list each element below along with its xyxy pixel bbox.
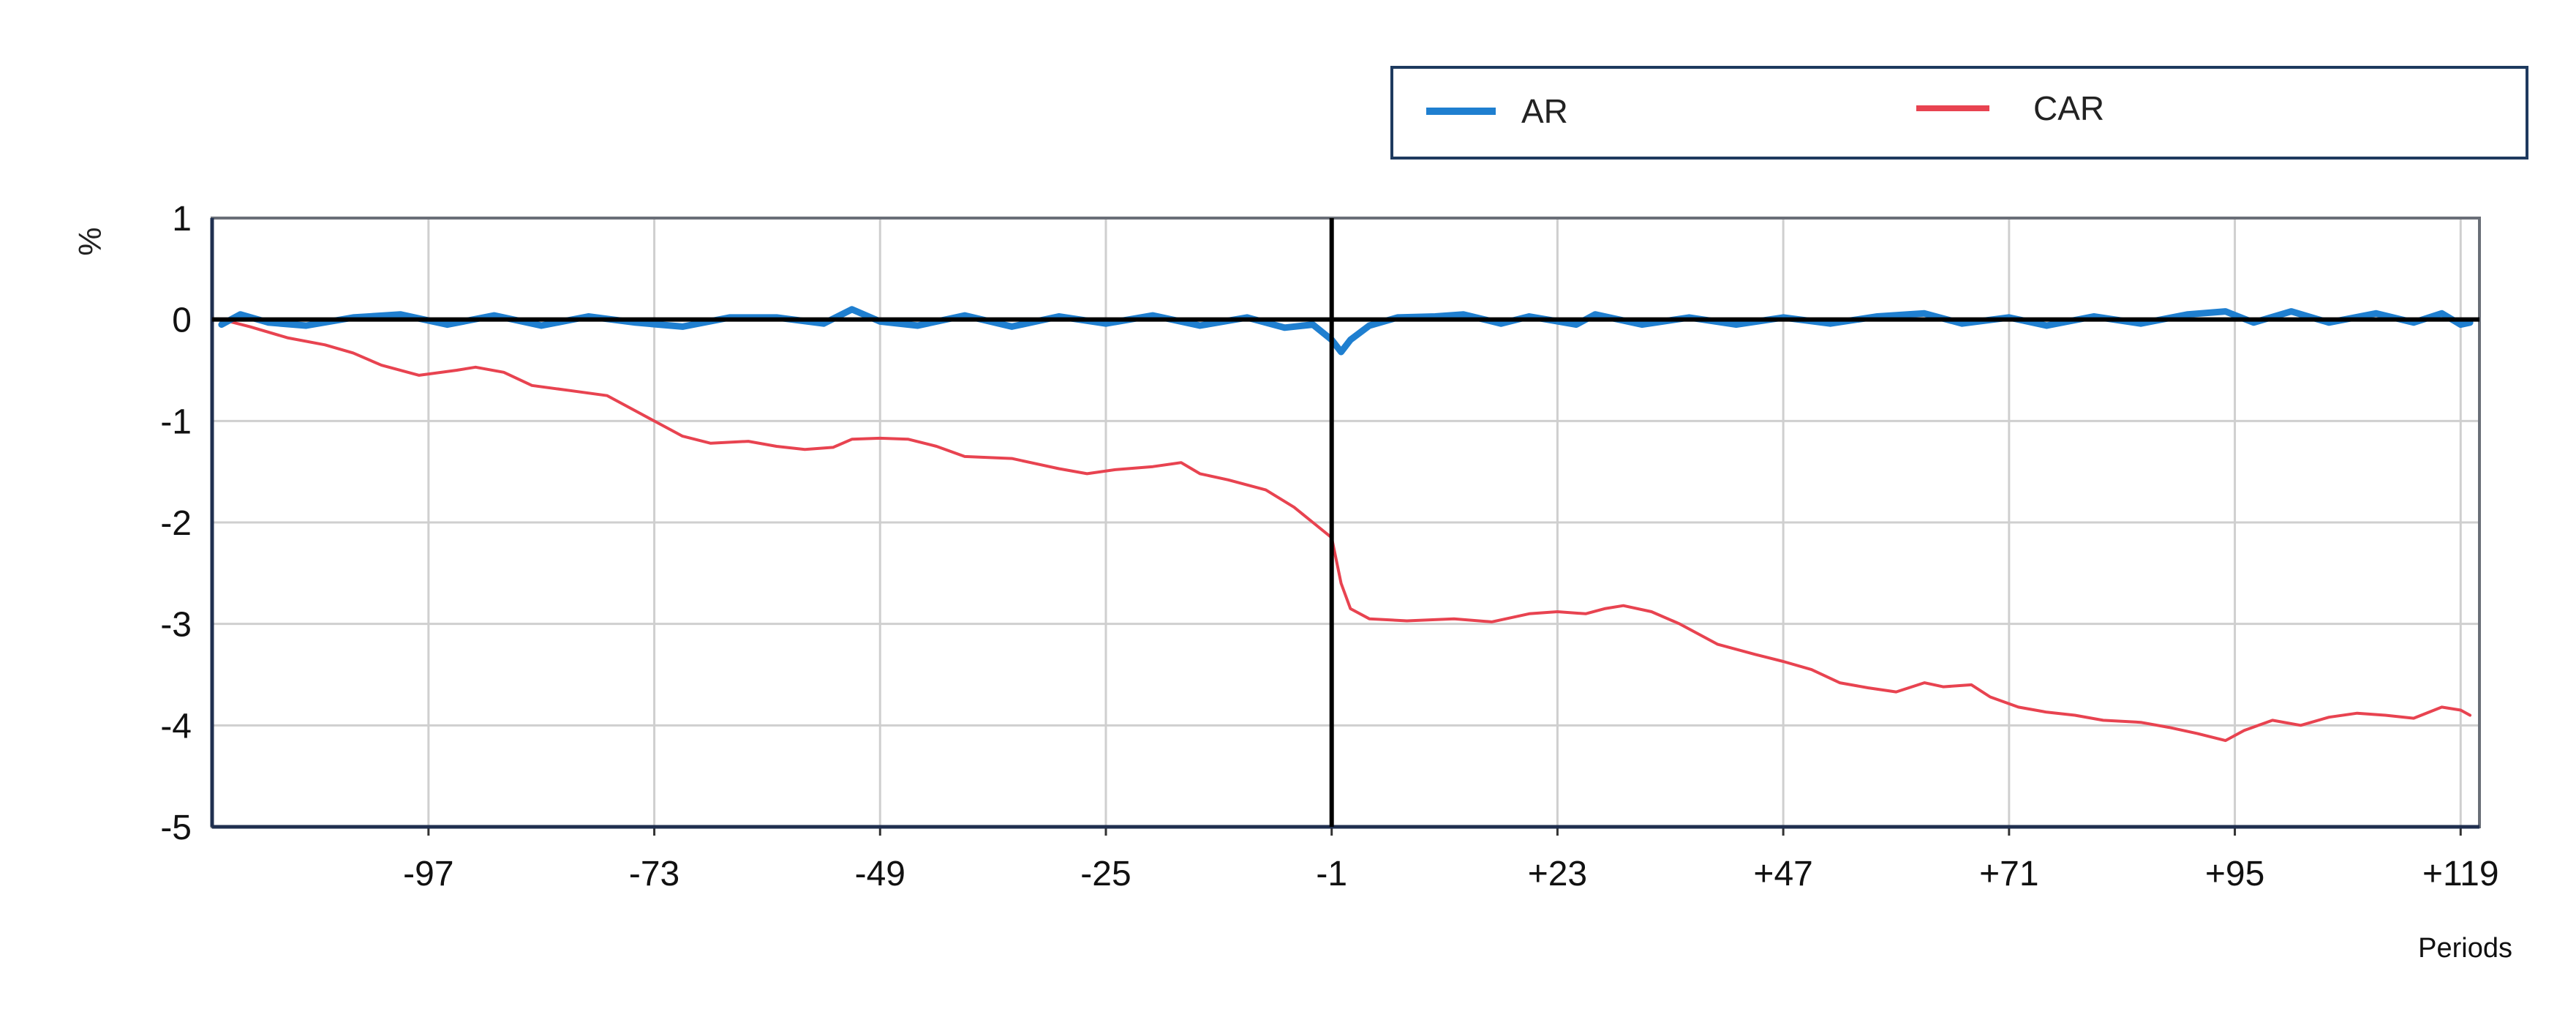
y-tick-label: 0 [172, 301, 192, 340]
x-tick-label: -1 [1316, 855, 1347, 893]
legend-label-ar: AR [1521, 92, 1568, 130]
y-axis-title: % [72, 227, 108, 255]
tick-labels: 1 0 -1 -2 -3 -4 -5 -97 -73 -49 -25 -1 +23 +47 +71 +95 +1… [160, 200, 2498, 893]
x-tick-label: +47 [1753, 855, 1812, 893]
series-line-car [219, 318, 2472, 743]
reference-lines [212, 218, 2479, 827]
legend: AR CAR [1390, 66, 2528, 160]
y-tick-label: -5 [160, 809, 192, 847]
x-tick-label: +23 [1528, 855, 1587, 893]
x-tick-label: -49 [855, 855, 905, 893]
x-tick-label: +71 [1979, 855, 2038, 893]
axes [210, 217, 2481, 836]
x-tick-label: -97 [403, 855, 453, 893]
y-tick-label: -3 [160, 606, 192, 645]
y-tick-label: -4 [160, 707, 192, 746]
x-axis-title: Periods [2418, 933, 2512, 964]
x-tick-label: -73 [629, 855, 679, 893]
legend-label-car: CAR [2033, 89, 2104, 127]
y-tick-label: 1 [172, 200, 192, 239]
y-tick-label: -1 [160, 402, 192, 441]
x-tick-label: +119 [2422, 855, 2499, 893]
y-tick-label: -2 [160, 504, 192, 543]
x-tick-label: +95 [2205, 855, 2264, 893]
legend-box [1390, 66, 2528, 160]
x-tick-label: -25 [1080, 855, 1131, 893]
